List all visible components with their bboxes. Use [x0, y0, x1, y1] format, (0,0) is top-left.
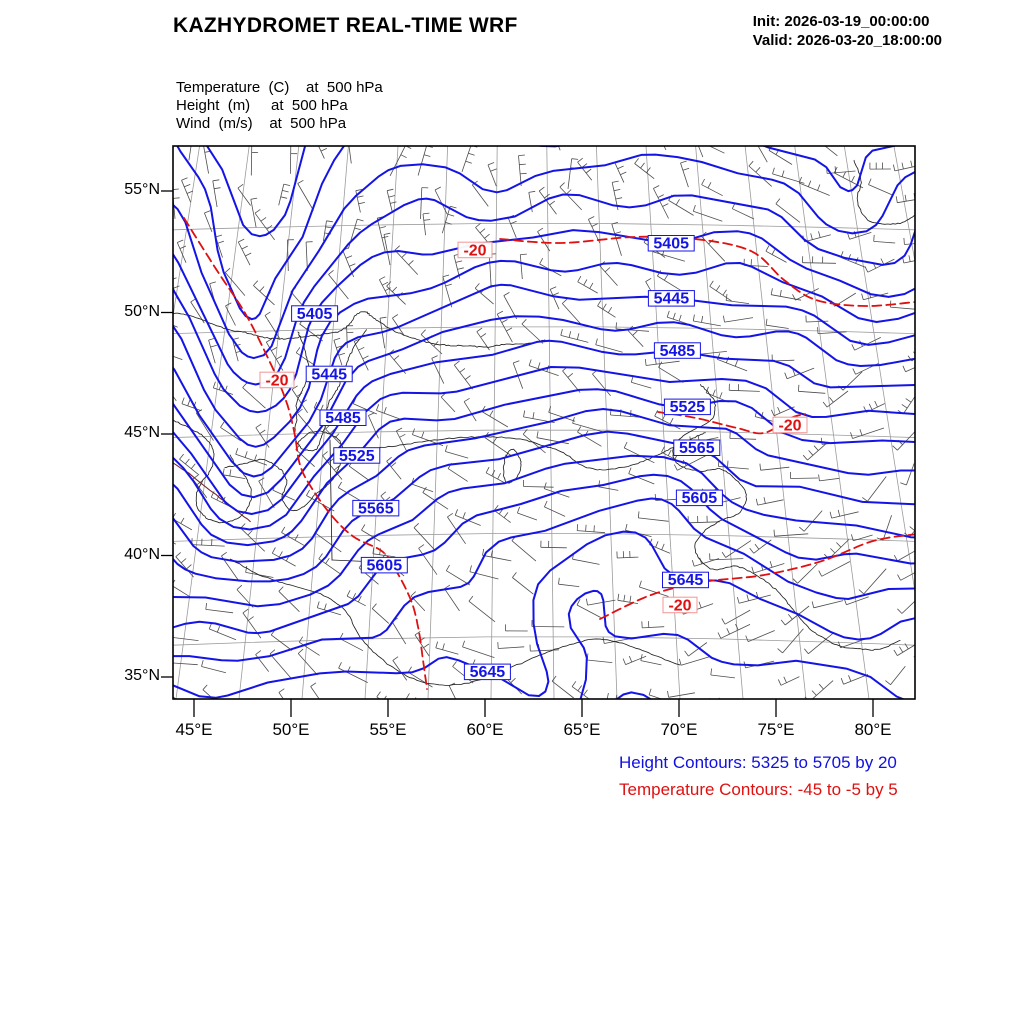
svg-text:-20: -20: [265, 372, 288, 389]
svg-text:-20: -20: [668, 597, 691, 614]
svg-text:5565: 5565: [679, 440, 715, 457]
svg-text:5565: 5565: [358, 501, 394, 518]
svg-text:5525: 5525: [670, 399, 706, 416]
svg-text:-20: -20: [463, 242, 486, 259]
svg-text:5605: 5605: [682, 490, 718, 507]
svg-text:5405: 5405: [653, 236, 689, 253]
svg-text:-20: -20: [778, 417, 801, 434]
svg-text:5525: 5525: [339, 448, 375, 465]
svg-text:5645: 5645: [470, 664, 506, 681]
svg-text:5405: 5405: [297, 306, 333, 323]
svg-text:5605: 5605: [367, 558, 403, 575]
svg-text:5645: 5645: [668, 572, 704, 589]
svg-text:5485: 5485: [660, 343, 696, 360]
svg-text:5445: 5445: [654, 291, 690, 308]
svg-text:5445: 5445: [311, 366, 347, 383]
svg-text:5485: 5485: [325, 410, 361, 427]
